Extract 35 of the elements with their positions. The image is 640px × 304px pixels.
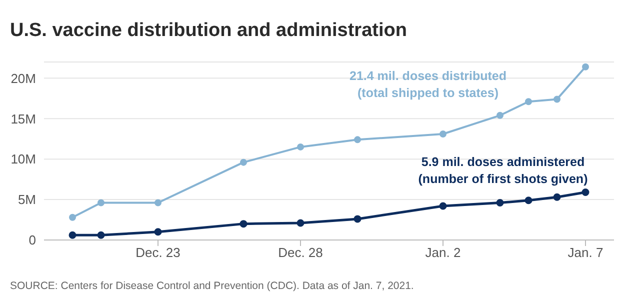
source-note: SOURCE: Centers for Disease Control and Prevention (CDC). Data as of Jan. 7, 2021. [10, 280, 414, 292]
point [582, 188, 590, 196]
chart-title: U.S. vaccine distribution and administration [10, 20, 407, 42]
point [553, 193, 561, 201]
point [440, 130, 446, 138]
point [154, 199, 162, 206]
point [496, 112, 504, 119]
point [297, 143, 304, 150]
point [68, 231, 76, 239]
point [240, 158, 247, 166]
point [296, 219, 304, 227]
point [69, 214, 76, 221]
series-label: 5.9 mil. doses administered (number of first shots given) [418, 154, 588, 188]
point [97, 231, 105, 239]
point [98, 199, 104, 206]
point [154, 228, 162, 236]
x-tick-label: Dec. 23 [136, 245, 180, 260]
point [525, 98, 532, 106]
y-tick-label: 5M [18, 192, 36, 208]
point [354, 136, 361, 144]
y-tick-label: 10M [10, 152, 36, 167]
point [439, 202, 447, 210]
x-tick-label: Jan. 2 [425, 245, 461, 260]
y-tick-label: 0 [28, 232, 36, 248]
y-tick-label: 20M [10, 70, 36, 86]
point [354, 215, 362, 223]
point [240, 220, 248, 228]
y-tick-label: 15M [10, 111, 36, 126]
point [524, 196, 532, 204]
x-tick-label: Dec. 28 [278, 245, 323, 260]
point [554, 96, 560, 103]
point [582, 63, 589, 70]
series-label: 21.4 mil. doses distributed (total shipped to states) [350, 68, 506, 102]
x-tick-label: Jan. 7 [568, 245, 604, 260]
point [496, 199, 504, 207]
